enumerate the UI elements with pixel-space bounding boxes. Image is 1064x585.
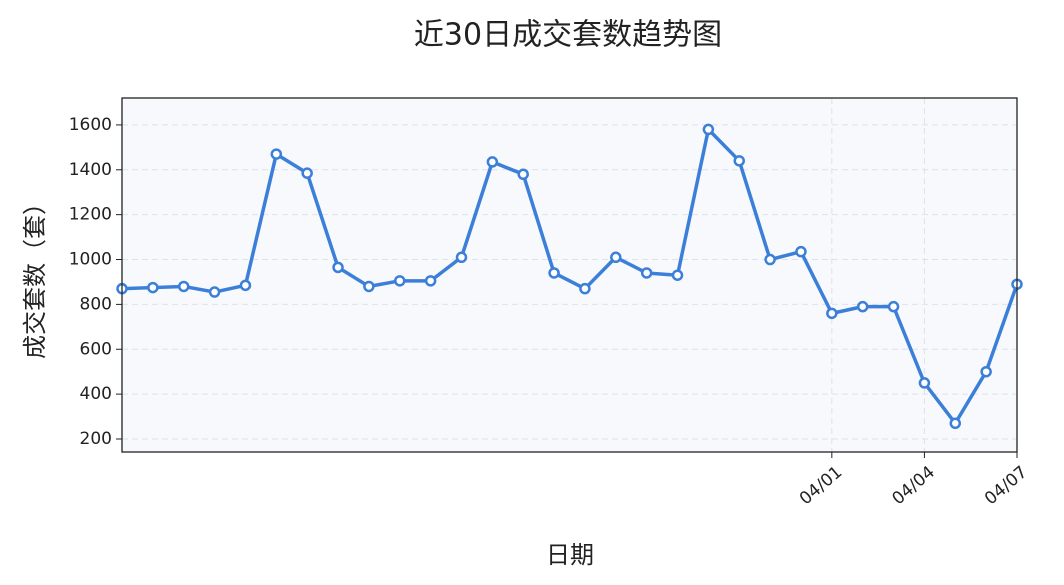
data-point — [702, 123, 715, 136]
x-axis-label: 日期 — [546, 541, 594, 569]
data-point — [177, 280, 190, 293]
y-tick-label: 600 — [80, 339, 112, 359]
data-point — [270, 148, 283, 160]
data-point — [548, 267, 560, 279]
data-point — [733, 155, 745, 167]
data-point — [424, 275, 437, 287]
y-axis-label: 成交套数（套） — [21, 191, 49, 359]
plot-area — [122, 98, 1017, 452]
data-point — [579, 282, 591, 295]
data-point — [949, 417, 962, 430]
chart-title: 近30日成交套数趋势图 — [414, 18, 722, 53]
data-point — [455, 251, 468, 264]
y-tick-label: 1200 — [69, 205, 112, 225]
data-point — [610, 251, 622, 264]
data-point — [486, 156, 499, 168]
y-tick-label: 400 — [80, 384, 112, 404]
data-point — [301, 167, 313, 179]
data-point — [208, 286, 221, 298]
data-point — [826, 307, 838, 320]
data-point — [856, 300, 869, 313]
y-tick-label: 1000 — [69, 250, 112, 270]
data-point — [640, 267, 653, 279]
data-point — [517, 168, 529, 181]
data-point — [363, 280, 375, 293]
x-tick-label: 04/04 — [888, 462, 938, 509]
data-point — [795, 245, 807, 258]
y-tick-label: 1400 — [69, 160, 112, 180]
plot-frame — [121, 97, 1018, 453]
x-tick-label: 04/07 — [981, 462, 1031, 509]
y-tick-label: 800 — [80, 294, 112, 314]
data-point — [147, 281, 159, 294]
data-point — [887, 300, 900, 313]
data-point — [764, 253, 776, 266]
data-point — [918, 377, 931, 389]
y-tick-label: 200 — [80, 429, 112, 449]
data-point — [332, 261, 344, 274]
data-point — [671, 269, 684, 281]
plot: 200 400 600 800 1000 1200 1400 1600 04/01 04/04 04… — [69, 98, 1031, 509]
data-point — [394, 275, 406, 287]
y-tick-label: 1600 — [69, 115, 112, 135]
data-point — [980, 365, 992, 378]
x-tick-label: 04/01 — [796, 462, 846, 509]
data-point — [239, 279, 252, 292]
